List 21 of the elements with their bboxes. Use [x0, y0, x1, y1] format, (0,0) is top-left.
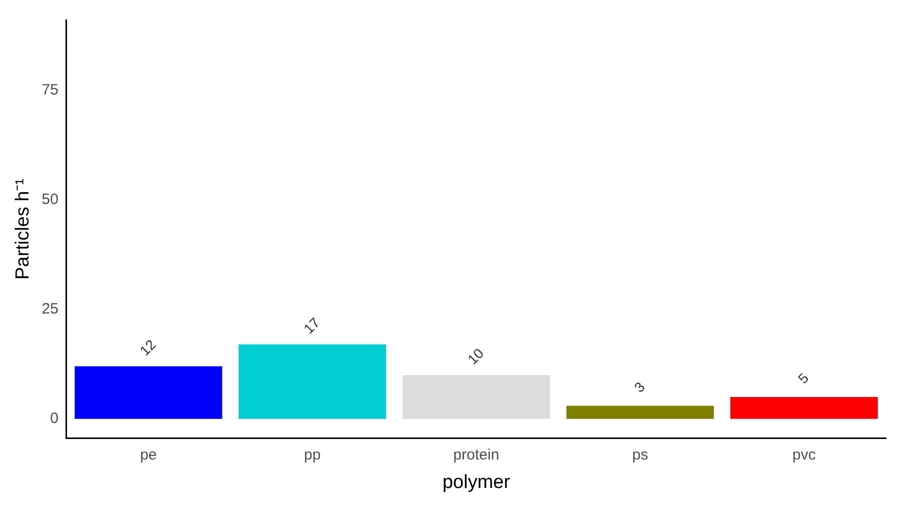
- data-label: 3: [630, 378, 648, 396]
- data-label: 5: [794, 370, 812, 387]
- x-tick-label: pe: [140, 446, 157, 464]
- x-axis-title: polymer: [442, 472, 511, 493]
- data-label: 12: [136, 336, 159, 359]
- data-label: 10: [464, 344, 487, 368]
- y-axis-title: Particles h⁻¹: [12, 178, 34, 280]
- x-tick-label: pvc: [792, 446, 816, 464]
- bar: [730, 396, 878, 419]
- bar: [74, 366, 222, 419]
- x-tick-label: protein: [453, 446, 500, 464]
- y-tick-label: 50: [42, 190, 58, 208]
- bar: [402, 375, 550, 419]
- x-tick-label: ps: [632, 446, 648, 464]
- y-tick-label: 75: [42, 81, 58, 98]
- y-tick-label: 0: [50, 410, 58, 428]
- y-tick-label: 25: [42, 300, 58, 318]
- bar: [238, 344, 386, 419]
- x-tick-label: pp: [304, 446, 321, 464]
- data-label: 17: [300, 314, 323, 337]
- bar: [566, 406, 714, 419]
